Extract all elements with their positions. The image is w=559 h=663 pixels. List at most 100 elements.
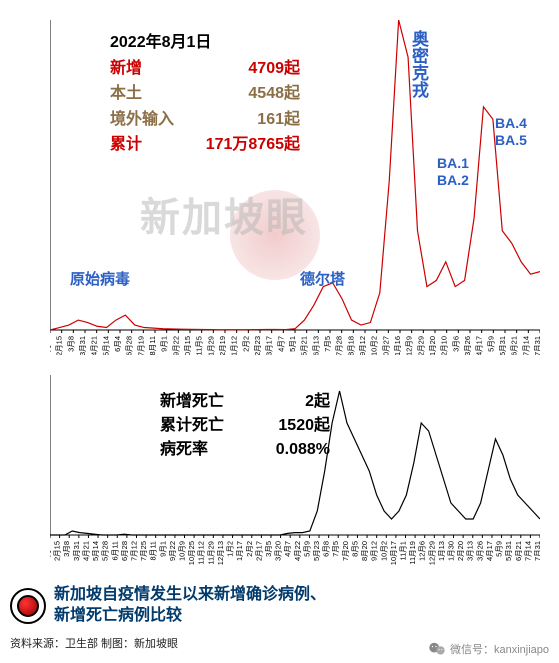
svg-text:5月31: 5月31 <box>498 336 507 355</box>
svg-text:2月23: 2月23 <box>253 336 262 355</box>
stat-local-value: 4548起 <box>180 81 300 107</box>
svg-text:3月31: 3月31 <box>72 541 81 561</box>
svg-text:1月12: 1月12 <box>230 336 239 355</box>
svg-text:3月26: 3月26 <box>475 541 484 561</box>
svg-text:10月25: 10月25 <box>187 541 196 565</box>
infographic-container: 新加坡眼 0500010000150002000025000 1月242月153… <box>0 0 559 663</box>
stat-new-value: 4709起 <box>180 56 300 82</box>
svg-text:1月17: 1月17 <box>235 541 244 561</box>
svg-text:1月20: 1月20 <box>428 336 437 355</box>
svg-text:10月15: 10月15 <box>183 336 192 355</box>
svg-text:7月5: 7月5 <box>331 541 340 557</box>
svg-text:1月30: 1月30 <box>447 541 456 561</box>
death-new-value: 2起 <box>250 390 330 414</box>
svg-text:7月20: 7月20 <box>341 541 350 561</box>
footer-title-line1: 新加坡自疫情发生以来新增确诊病例、 <box>54 585 326 606</box>
footer: 新加坡自疫情发生以来新增确诊病例、 新增死亡病例比较 <box>0 579 559 633</box>
svg-text:12月19: 12月19 <box>218 336 227 355</box>
svg-text:8月11: 8月11 <box>148 336 157 355</box>
svg-text:7月12: 7月12 <box>129 541 138 561</box>
svg-text:11月29: 11月29 <box>206 336 215 355</box>
svg-text:12月9: 12月9 <box>405 336 414 355</box>
x-ticks-deaths: 1月232月153月83月314月215月145月286月116月287月127… <box>50 535 540 565</box>
svg-text:4月21: 4月21 <box>90 336 99 355</box>
stats-panel: 2022年8月1日 新增 4709起 本土 4548起 境外输入 161起 累计… <box>110 30 300 158</box>
svg-text:9月1: 9月1 <box>158 541 167 557</box>
svg-text:5月31: 5月31 <box>504 541 513 561</box>
svg-text:9月22: 9月22 <box>168 541 177 561</box>
wechat-icon <box>428 642 446 656</box>
svg-text:3月31: 3月31 <box>78 336 87 355</box>
svg-text:7月14: 7月14 <box>523 541 532 561</box>
svg-text:7月28: 7月28 <box>335 336 344 355</box>
footer-title: 新加坡自疫情发生以来新增确诊病例、 新增死亡病例比较 <box>54 585 326 627</box>
svg-text:4月7: 4月7 <box>276 336 285 352</box>
svg-text:7月31: 7月31 <box>533 541 540 561</box>
svg-text:8月18: 8月18 <box>346 336 355 355</box>
svg-text:6月28: 6月28 <box>125 336 134 355</box>
svg-text:6月21: 6月21 <box>514 541 523 561</box>
annot-ba45: BA.4 BA.5 <box>495 115 527 149</box>
x-ticks-cases: 1月242月153月83月314月215月146月46月287月198月119月… <box>50 330 540 355</box>
svg-text:3月20: 3月20 <box>274 541 283 561</box>
svg-text:7月5: 7月5 <box>323 336 332 352</box>
svg-text:3月13: 3月13 <box>466 541 475 561</box>
svg-text:9月12: 9月12 <box>370 541 379 561</box>
svg-text:2月10: 2月10 <box>440 336 449 355</box>
svg-text:12月13: 12月13 <box>216 541 225 565</box>
svg-text:12月6: 12月6 <box>418 541 427 561</box>
svg-text:3月26: 3月26 <box>463 336 472 355</box>
annot-original: 原始病毒 <box>70 268 130 289</box>
svg-text:10月9: 10月9 <box>178 541 187 561</box>
svg-text:8月20: 8月20 <box>360 541 369 561</box>
svg-text:1月24: 1月24 <box>50 336 52 355</box>
svg-text:11月19: 11月19 <box>408 541 417 565</box>
stats-date: 2022年8月1日 <box>110 30 300 56</box>
stat-new-label: 新增 <box>110 56 180 82</box>
svg-text:11月5: 11月5 <box>195 336 204 355</box>
svg-text:11月16: 11月16 <box>393 336 402 355</box>
death-total-value: 1520起 <box>250 414 330 438</box>
svg-text:10月2: 10月2 <box>370 336 379 355</box>
svg-text:2月17: 2月17 <box>254 541 263 561</box>
annot-omicron: 奥密克戎 <box>410 30 427 98</box>
svg-text:3月17: 3月17 <box>265 336 274 355</box>
wechat-text: 微信号：kanxinjiapo <box>450 641 549 657</box>
svg-text:9月1: 9月1 <box>160 336 169 352</box>
svg-text:4月21: 4月21 <box>81 541 90 561</box>
svg-text:3月8: 3月8 <box>66 336 75 352</box>
annot-delta: 德尔塔 <box>300 268 345 289</box>
death-total-label: 累计死亡 <box>160 414 250 438</box>
svg-text:5月9: 5月9 <box>486 336 495 352</box>
svg-text:4月7: 4月7 <box>283 541 292 557</box>
svg-text:6月28: 6月28 <box>120 541 129 561</box>
stat-import-label: 境外输入 <box>110 107 180 133</box>
stat-total-value: 171万8765起 <box>180 132 300 158</box>
footer-source: 资料来源：卫生部 制图：新加坡眼 <box>10 635 178 651</box>
death-stats-panel: 新增死亡 2起 累计死亡 1520起 病死率 0.088% <box>160 390 330 462</box>
svg-text:3月6: 3月6 <box>451 336 460 352</box>
death-new-label: 新增死亡 <box>160 390 250 414</box>
annot-ba12: BA.1 BA.2 <box>437 155 469 189</box>
svg-text:6月21: 6月21 <box>510 336 519 355</box>
svg-text:5月23: 5月23 <box>312 541 321 561</box>
svg-text:4月22: 4月22 <box>293 541 302 561</box>
svg-text:6月13: 6月13 <box>311 336 320 355</box>
stat-import-value: 161起 <box>180 107 300 133</box>
svg-text:7月14: 7月14 <box>521 336 530 355</box>
svg-text:6月11: 6月11 <box>110 541 119 560</box>
svg-text:2月2: 2月2 <box>245 541 254 557</box>
svg-text:4月17: 4月17 <box>475 336 484 355</box>
svg-text:7月19: 7月19 <box>136 336 145 355</box>
svg-text:5月28: 5月28 <box>101 541 110 561</box>
svg-text:11月12: 11月12 <box>197 541 206 565</box>
svg-text:7月25: 7月25 <box>139 541 148 561</box>
svg-text:5月21: 5月21 <box>300 336 309 355</box>
svg-text:9月12: 9月12 <box>358 336 367 355</box>
svg-text:4月17: 4月17 <box>485 541 494 561</box>
svg-text:10月17: 10月17 <box>389 541 398 565</box>
svg-text:3月5: 3月5 <box>264 541 273 557</box>
svg-text:11月1: 11月1 <box>398 541 407 560</box>
svg-text:1月2: 1月2 <box>226 541 235 557</box>
svg-text:2月20: 2月20 <box>456 541 465 561</box>
